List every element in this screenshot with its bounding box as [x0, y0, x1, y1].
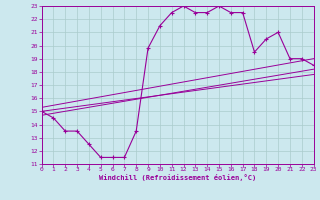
X-axis label: Windchill (Refroidissement éolien,°C): Windchill (Refroidissement éolien,°C): [99, 174, 256, 181]
